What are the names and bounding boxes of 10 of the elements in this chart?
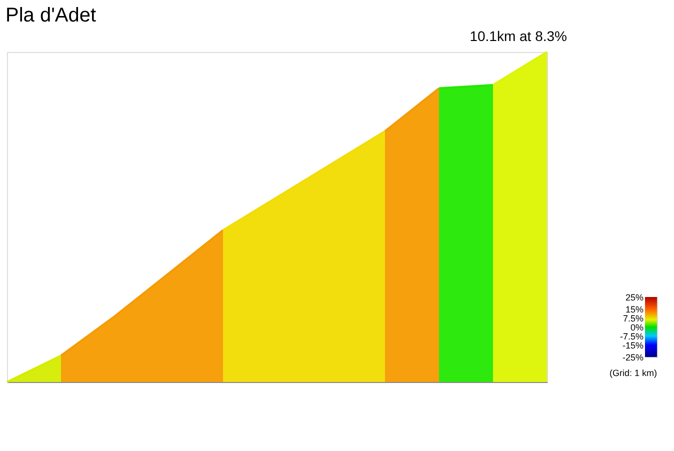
color-bar-label: 0% (630, 322, 644, 332)
chart-title: Pla d'Adet (6, 4, 96, 26)
color-bar-label: 15% (625, 304, 644, 314)
color-bar-label: 25% (625, 292, 644, 302)
color-bar-label: -7.5% (620, 332, 644, 342)
color-bar-label: -25% (622, 352, 644, 362)
color-bar-label: -15% (622, 340, 644, 350)
text: (Grid: 1 km) (609, 368, 657, 378)
color-bar-label: 7.5% (622, 314, 644, 324)
chart-subtitle: 10.1km at 8.3% (470, 28, 567, 44)
